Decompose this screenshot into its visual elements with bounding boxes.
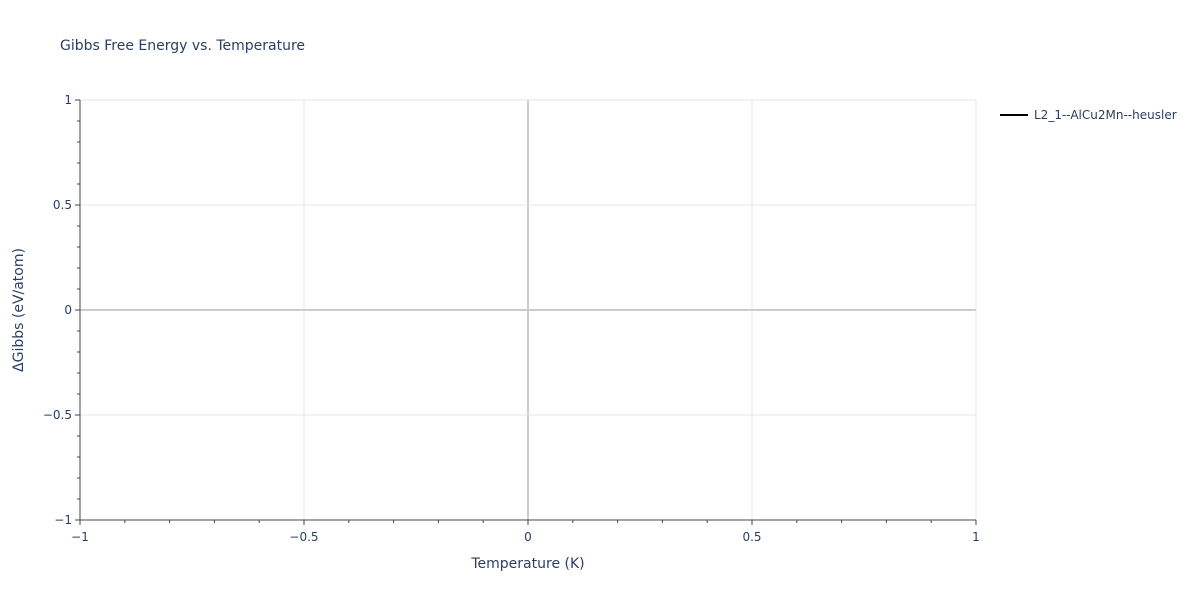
legend-item-label[interactable]: L2_1--AlCu2Mn--heusler bbox=[1034, 108, 1177, 122]
legend[interactable]: L2_1--AlCu2Mn--heusler bbox=[1000, 108, 1177, 122]
ticks: −1 −0.5 0 0.5 1 −1 −0.5 0 0.5 1 bbox=[43, 93, 980, 544]
y-tick-label: 1 bbox=[64, 93, 72, 107]
chart-title: Gibbs Free Energy vs. Temperature bbox=[60, 38, 305, 54]
y-tick-label: 0 bbox=[64, 303, 72, 317]
x-tick-label: −0.5 bbox=[289, 530, 318, 544]
x-tick-label: 1 bbox=[972, 530, 980, 544]
x-axis-label: Temperature (K) bbox=[470, 556, 584, 572]
x-tick-label: −1 bbox=[71, 530, 89, 544]
y-tick-label: −0.5 bbox=[43, 408, 72, 422]
y-tick-label: −1 bbox=[54, 513, 72, 527]
x-tick-label: 0 bbox=[524, 530, 532, 544]
grid bbox=[80, 99, 977, 520]
y-tick-label: 0.5 bbox=[53, 198, 72, 212]
x-tick-label: 0.5 bbox=[742, 530, 761, 544]
y-axis-label: ΔGibbs (eV/atom) bbox=[11, 248, 27, 372]
